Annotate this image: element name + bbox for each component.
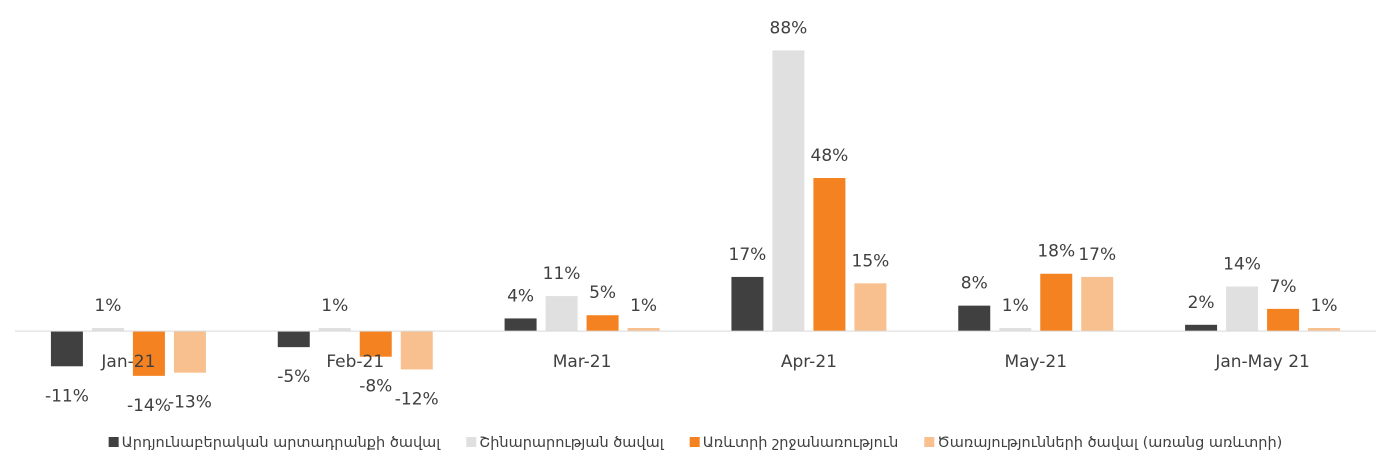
legend-label: Արդյունաբերական արտադրանքի ծավալ (122, 435, 442, 451)
data-label: 2% (1188, 293, 1215, 313)
data-label: 17% (729, 245, 767, 265)
legend-marker (108, 437, 119, 447)
data-label: -11% (45, 386, 89, 406)
data-label: -8% (359, 377, 392, 397)
data-label: 14% (1223, 255, 1261, 275)
data-label: 1% (630, 296, 657, 316)
data-label: 1% (321, 296, 348, 316)
bar (91, 327, 124, 332)
bar (958, 305, 991, 332)
data-label: -13% (168, 393, 212, 413)
bar (813, 178, 846, 332)
data-label: 1% (1311, 296, 1338, 316)
bar (277, 331, 310, 348)
bar (772, 50, 805, 332)
bar (318, 327, 351, 332)
data-label: 15% (852, 251, 890, 271)
legend-label: Շինարարության ծավալ (479, 435, 665, 451)
bar (50, 331, 83, 367)
legend-label: Ծառայությունների ծավալ (առանց առևտրի) (937, 435, 1282, 451)
bar (400, 331, 433, 370)
bar (504, 318, 537, 332)
x-tick-label: Feb-21 (326, 352, 384, 372)
bar (731, 276, 764, 332)
x-tick-label: Apr-21 (781, 352, 837, 372)
data-label: 8% (961, 274, 988, 294)
data-label: 48% (811, 146, 849, 166)
data-label: 17% (1078, 245, 1116, 265)
data-label: 88% (770, 18, 808, 38)
data-label: -5% (277, 367, 310, 387)
bar (1267, 308, 1300, 332)
x-tick-label: Mar-21 (553, 352, 612, 372)
bar (1040, 273, 1073, 332)
legend-marker (924, 437, 935, 447)
bar (359, 331, 392, 357)
bar (1185, 324, 1218, 332)
bar (627, 327, 660, 332)
bar (1308, 327, 1341, 332)
x-tick-label: May-21 (1004, 352, 1067, 372)
data-label: 1% (94, 296, 121, 316)
legend-marker (466, 437, 477, 447)
data-label: 5% (589, 283, 616, 303)
bar (999, 327, 1032, 332)
bar (132, 331, 165, 376)
data-label: -14% (127, 396, 171, 416)
data-label: 4% (507, 286, 534, 306)
bar (1226, 286, 1259, 332)
bar (854, 283, 887, 332)
bar (545, 296, 578, 332)
bar (1081, 276, 1114, 332)
data-label: 18% (1037, 242, 1075, 262)
x-tick-label: Jan-21 (100, 352, 155, 372)
legend-marker (689, 437, 700, 447)
bar (173, 331, 206, 373)
data-label: -12% (395, 389, 439, 409)
bar (586, 315, 619, 332)
x-tick-label: Jan-May 21 (1214, 352, 1310, 372)
legend-label: Առևտրի շրջանառություն (703, 435, 899, 451)
data-label: 7% (1270, 277, 1297, 297)
data-label: 1% (1002, 296, 1029, 316)
data-label: 11% (543, 264, 581, 284)
